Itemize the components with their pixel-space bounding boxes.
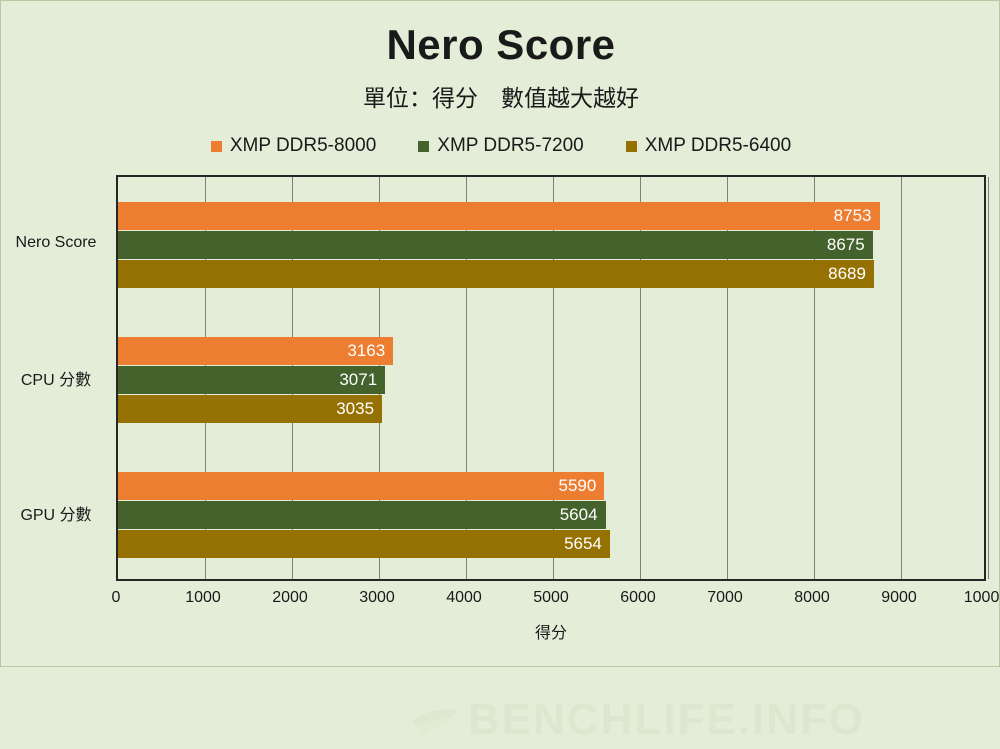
legend-label: XMP DDR5-6400	[644, 135, 792, 156]
bar[interactable]: 5654	[118, 530, 610, 559]
x-tick-label: 3000	[359, 589, 395, 606]
gridline	[814, 177, 815, 579]
gridline	[901, 177, 902, 579]
bar[interactable]: 3071	[118, 366, 386, 394]
legend-swatch-icon	[625, 140, 637, 152]
bar-value-label: 5604	[559, 505, 598, 525]
gridline	[640, 177, 641, 579]
benchlife-logo-icon	[412, 709, 460, 737]
bar-value-label: 3035	[336, 399, 375, 418]
watermark: BENCHLIFE.INFO	[408, 689, 863, 749]
x-tick-label: 6000	[620, 589, 656, 606]
x-tick-label: 9000	[881, 589, 917, 606]
legend-label: XMP DDR5-7200	[437, 135, 584, 156]
bar[interactable]: 3163	[118, 337, 394, 365]
gridline	[988, 177, 989, 579]
chart-title: Nero Score	[386, 21, 616, 68]
bar[interactable]: 5604	[118, 501, 606, 530]
legend-item[interactable]: XMP DDR5-6400	[625, 135, 792, 157]
x-tick-label: 8000	[794, 589, 830, 606]
bar-value-label: 5590	[558, 476, 597, 496]
bar[interactable]: 8689	[118, 259, 874, 288]
bar[interactable]: 3035	[118, 395, 383, 423]
bar-value-label: 8689	[828, 263, 866, 283]
gridline	[553, 177, 554, 579]
gridline	[727, 177, 728, 579]
x-axis-title: 得分	[534, 625, 567, 642]
plot-area: 8753 8675 8689 3163 3071 3035 5590 5604 5654 BEN…	[116, 175, 989, 744]
gridline	[466, 177, 467, 579]
y-axis-labels: Nero Score CPU 分數 GPU 分數	[1, 175, 111, 581]
y-axis-label: GPU 分數	[20, 507, 92, 525]
legend-item[interactable]: XMP DDR5-7200	[418, 135, 584, 157]
bar-value-label: 8675	[826, 234, 865, 254]
x-axis-ticks: 0 1000 2000 3000 4000 5000 6000 7000 8000 9000 100…	[112, 587, 1000, 613]
chart-subtitle: 單位：得分 數值越大越好	[363, 85, 639, 111]
y-axis-label: CPU 分數	[20, 372, 92, 389]
bar[interactable]: 8675	[118, 230, 873, 259]
legend-label: XMP DDR5-8000	[229, 135, 377, 156]
x-tick-label: 2000	[272, 589, 308, 606]
x-tick-label: 10000	[963, 589, 1000, 606]
legend-swatch-icon	[418, 140, 430, 152]
legend-swatch-icon	[210, 140, 222, 152]
y-axis-label: Nero Score	[15, 233, 97, 251]
chart-legend: XMP DDR5-8000 XMP DDR5-7200 XMP DDR5-6400	[1, 135, 1000, 157]
bar-value-label: 3071	[339, 370, 378, 389]
x-tick-label: 0	[111, 589, 121, 606]
watermark-text: BENCHLIFE.INFO	[468, 695, 866, 744]
bar-value-label: 5654	[564, 534, 602, 554]
x-tick-label: 1000	[185, 589, 221, 606]
x-tick-label: 4000	[446, 589, 482, 606]
x-tick-label: 5000	[533, 589, 569, 606]
chart-container: Nero Score 單位：得分 數值越大越好 XMP DDR5-8000 XMP…	[0, 0, 1000, 667]
bar[interactable]: 5590	[118, 472, 605, 501]
legend-item[interactable]: XMP DDR5-8000	[210, 135, 377, 157]
bar-value-label: 8753	[833, 205, 872, 225]
x-tick-label: 7000	[707, 589, 743, 606]
bar[interactable]: 8753	[118, 201, 880, 230]
bar-value-label: 3163	[347, 341, 386, 360]
